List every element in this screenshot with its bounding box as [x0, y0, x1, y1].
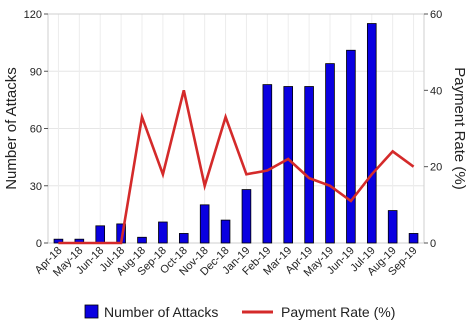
attack-bar	[158, 221, 168, 244]
right-axis-title: Payment Rate (%)	[451, 67, 466, 190]
left-tick-label: 60	[30, 124, 42, 136]
legend: Number of Attacks Payment Rate (%)	[84, 304, 395, 320]
right-tick-label: 0	[430, 238, 436, 250]
left-tick-label: 0	[36, 238, 42, 250]
right-tick-label: 40	[430, 85, 442, 97]
attack-bars	[53, 23, 419, 244]
attack-bar	[262, 84, 273, 244]
legend-bar-label: Number of Attacks	[104, 304, 218, 320]
legend-bar-swatch	[84, 304, 99, 319]
attack-bar	[220, 219, 231, 244]
left-axis-ticks: 0 30 60 90 120	[24, 9, 48, 250]
payment-rate-line	[58, 89, 415, 245]
x-axis-tick-labels: Apr-18May-18Jun-18Jul-18Aug-18Sep-18Oct-…	[33, 245, 420, 279]
attack-bar	[304, 86, 314, 244]
right-tick-label: 20	[430, 162, 442, 174]
right-axis-ticks: 0 20 40 60	[424, 9, 442, 250]
left-tick-label: 30	[30, 181, 42, 193]
attack-bar	[95, 225, 106, 244]
attack-bar	[387, 210, 398, 244]
attack-bar	[178, 233, 189, 244]
left-tick-label: 120	[24, 9, 42, 21]
attack-bar	[241, 189, 252, 244]
left-axis-title: Number of Attacks	[3, 67, 20, 190]
attack-bar	[366, 23, 377, 244]
attack-bar	[283, 86, 294, 244]
legend-line-label: Payment Rate (%)	[281, 304, 395, 320]
attack-bar	[137, 236, 147, 244]
attack-bar	[325, 63, 335, 244]
attack-bar	[199, 204, 210, 244]
attack-bar	[408, 233, 419, 244]
left-tick-label: 90	[30, 66, 42, 78]
attack-bar	[346, 49, 356, 244]
right-tick-label: 60	[430, 9, 442, 21]
